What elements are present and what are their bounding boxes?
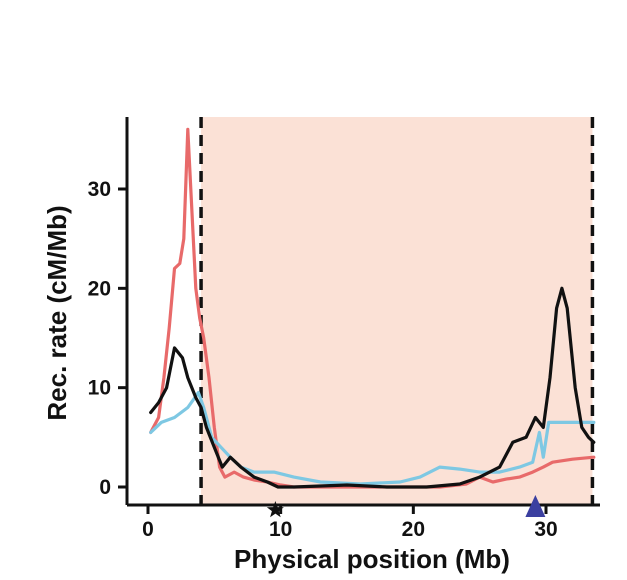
series-line-1 <box>149 127 596 489</box>
star-marker <box>266 501 284 518</box>
series-line-2 <box>149 391 596 486</box>
ticks-layer: 0 10 20 30 0 10 20 30 <box>88 178 558 541</box>
x-tick-label-0: 0 <box>142 518 154 541</box>
shaded-region <box>201 117 593 505</box>
y-axis-title: Rec. rate (cM/Mb) <box>42 205 72 420</box>
y-tick-label-20: 20 <box>88 277 111 300</box>
y-tick-label-30: 30 <box>88 178 111 201</box>
y-tick-label-10: 10 <box>88 377 111 400</box>
x-tick-label-10: 10 <box>269 518 292 541</box>
x-axis-title: Physical position (Mb) <box>234 544 510 574</box>
x-tick-label-30: 30 <box>534 518 557 541</box>
x-tick-label-20: 20 <box>402 518 425 541</box>
markers-layer <box>266 495 546 518</box>
triangle-marker <box>525 495 546 517</box>
boundary-lines-layer <box>199 117 595 505</box>
series-line-3 <box>149 286 596 489</box>
shaded-region-layer <box>201 117 593 505</box>
y-tick-label-0: 0 <box>99 476 111 499</box>
series-layer <box>149 127 596 489</box>
axes-layer <box>125 117 600 507</box>
